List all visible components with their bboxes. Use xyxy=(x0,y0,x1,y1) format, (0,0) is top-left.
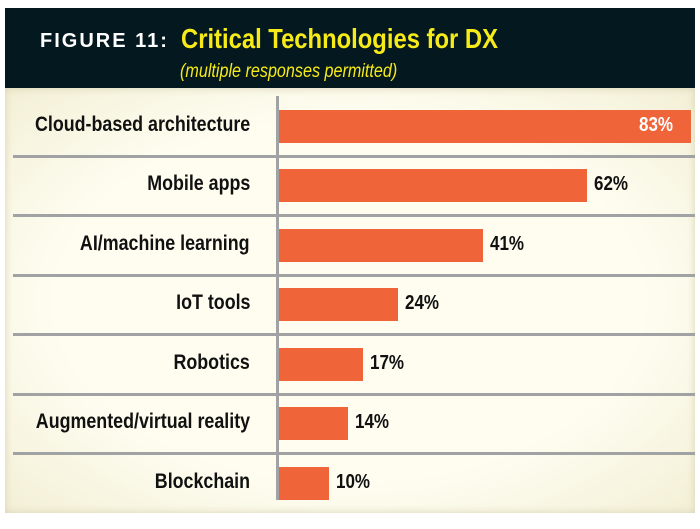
bar xyxy=(279,288,399,322)
chart-subtitle: (multiple responses permitted) xyxy=(180,61,398,82)
category-label: Augmented/virtual reality xyxy=(35,410,250,434)
category-label: IoT tools xyxy=(175,291,250,315)
axis-line xyxy=(276,96,279,500)
category-label: Blockchain xyxy=(154,469,250,493)
data-label: 17% xyxy=(370,351,405,374)
data-label: 62% xyxy=(593,173,628,196)
bar xyxy=(279,347,364,381)
category-label: Robotics xyxy=(173,350,250,374)
chart-title: Critical Technologies for DX xyxy=(181,23,498,54)
figure-number: FIGURE 11: xyxy=(40,30,169,52)
row-divider xyxy=(13,392,695,396)
bar xyxy=(279,407,349,441)
row-divider xyxy=(13,273,695,277)
row-divider xyxy=(13,452,695,455)
bar xyxy=(279,466,329,500)
category-label: Mobile apps xyxy=(146,172,250,196)
data-label: 83% xyxy=(639,113,674,136)
data-label: 41% xyxy=(489,232,524,255)
row-divider xyxy=(13,333,695,336)
data-label: 10% xyxy=(335,470,370,493)
category-label: AI/machine learning xyxy=(80,231,250,255)
category-label: Cloud-based architecture xyxy=(34,112,250,136)
row-divider xyxy=(13,154,695,158)
row-divider xyxy=(13,214,695,217)
bar xyxy=(279,109,691,143)
bar xyxy=(279,228,483,262)
bar xyxy=(279,169,587,203)
data-label: 24% xyxy=(405,292,440,315)
data-label: 14% xyxy=(355,411,390,434)
header: FIGURE 11: Critical Technologies for DX … xyxy=(5,8,695,88)
